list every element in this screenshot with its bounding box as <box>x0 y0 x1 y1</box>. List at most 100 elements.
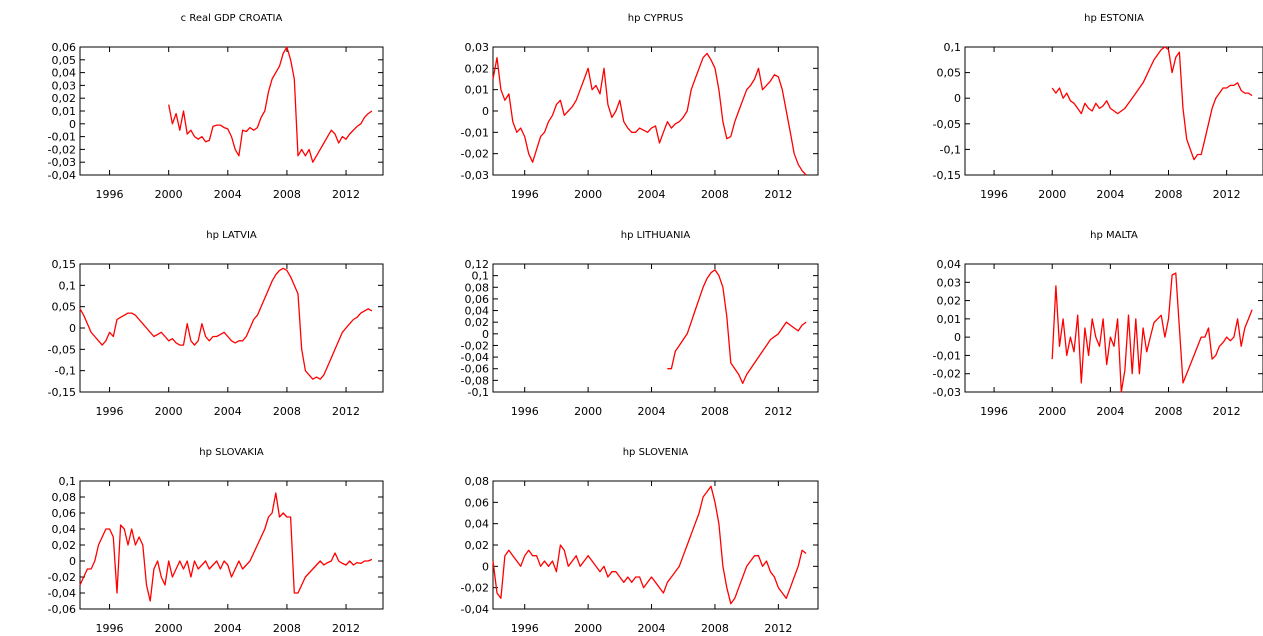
x-tick-label: 2008 <box>1155 188 1183 201</box>
x-tick-label: 2000 <box>574 622 602 635</box>
y-tick-label: 0,05 <box>937 67 962 80</box>
x-tick-label: 2000 <box>155 405 183 418</box>
y-tick-label: 0,03 <box>937 276 962 289</box>
panel-title: hp ESTONIA <box>1084 13 1144 24</box>
x-tick-label: 1996 <box>96 405 124 418</box>
y-tick-label: -0,01 <box>461 126 489 139</box>
y-tick-label: 0,03 <box>465 41 490 54</box>
y-tick-label: 0,15 <box>52 258 77 271</box>
y-tick-label: 0 <box>69 118 76 131</box>
y-tick-label: 0,01 <box>52 105 77 118</box>
series-line <box>1051 46 1253 161</box>
y-tick-label: 0,02 <box>465 539 490 552</box>
y-tick-label: -0,08 <box>461 374 489 387</box>
y-tick-label: 0,1 <box>944 41 962 54</box>
y-tick-label: -0,1 <box>55 365 76 378</box>
x-tick-label: 2012 <box>1213 188 1241 201</box>
x-tick-label: 2008 <box>273 405 301 418</box>
plot-frame <box>492 263 819 393</box>
plot-frame <box>79 263 384 393</box>
y-tick-label: 0,05 <box>52 301 77 314</box>
y-tick-label: 0,1 <box>59 475 77 488</box>
panel-title: hp SLOVENIA <box>623 447 689 458</box>
y-tick-label: 0,02 <box>465 316 490 329</box>
panel-title: hp LITHUANIA <box>621 230 691 241</box>
y-tick-label: -0,01 <box>933 349 961 362</box>
plot-frame <box>964 263 1263 393</box>
y-tick-label: 0,05 <box>52 54 77 67</box>
y-tick-label: 0,06 <box>465 496 490 509</box>
panel-title: hp MALTA <box>1090 230 1138 241</box>
y-tick-label: 0,02 <box>52 539 77 552</box>
y-tick-label: 0,02 <box>52 92 77 105</box>
x-tick-label: 2004 <box>638 188 666 201</box>
x-tick-label: 1996 <box>511 622 539 635</box>
y-tick-label: 0,08 <box>465 281 490 294</box>
x-tick-label: 2004 <box>214 188 242 201</box>
series-line <box>667 269 807 384</box>
x-tick-label: 2004 <box>214 622 242 635</box>
y-tick-label: -0,15 <box>48 386 76 399</box>
chart-panel: c Real GDP CROATIA 0,060,050,040,030,020,… <box>48 13 384 201</box>
x-tick-label: 2004 <box>638 622 666 635</box>
x-tick-label: 2012 <box>1213 405 1241 418</box>
y-tick-label: 0,12 <box>465 258 490 271</box>
y-tick-label: 0,04 <box>937 258 962 271</box>
series-line <box>492 485 807 605</box>
y-tick-label: -0,1 <box>468 386 489 399</box>
x-tick-label: 1996 <box>511 188 539 201</box>
y-tick-label: 0,06 <box>52 507 77 520</box>
y-tick-label: -0,04 <box>48 587 76 600</box>
x-tick-label: 2008 <box>273 188 301 201</box>
y-tick-label: 0 <box>954 92 961 105</box>
y-tick-label: 0,1 <box>472 270 490 283</box>
y-tick-label: 0,06 <box>52 41 77 54</box>
plot-frame <box>492 480 819 610</box>
x-tick-label: 2004 <box>214 405 242 418</box>
plot-frame <box>492 46 819 176</box>
series-line <box>1051 272 1253 393</box>
x-tick-label: 2012 <box>764 405 792 418</box>
y-tick-label: 0,08 <box>52 491 77 504</box>
plot-frame <box>79 46 384 176</box>
x-tick-label: 2000 <box>155 188 183 201</box>
x-tick-label: 2004 <box>1096 405 1124 418</box>
y-tick-label: 0,02 <box>937 295 962 308</box>
plot-frame <box>964 46 1263 176</box>
x-tick-label: 2008 <box>273 622 301 635</box>
x-tick-label: 1996 <box>96 622 124 635</box>
y-tick-label: -0,03 <box>461 169 489 182</box>
y-tick-label: 0 <box>954 331 961 344</box>
panel-title: hp SLOVAKIA <box>199 447 264 458</box>
x-tick-label: 2012 <box>332 188 360 201</box>
series-line <box>79 267 373 380</box>
y-tick-label: 0 <box>69 322 76 335</box>
y-tick-label: 0,02 <box>465 62 490 75</box>
x-tick-label: 2000 <box>155 622 183 635</box>
y-tick-label: 0,01 <box>465 84 490 97</box>
panel-grid: c Real GDP CROATIA0,060,050,040,030,020,… <box>48 13 1263 635</box>
panel-title: c Real GDP CROATIA <box>181 13 283 24</box>
series-line <box>168 46 373 163</box>
y-tick-label: -0,02 <box>461 339 489 352</box>
y-tick-label: 0,06 <box>465 293 490 306</box>
y-tick-label: 0,04 <box>52 67 77 80</box>
y-tick-label: -0,03 <box>933 386 961 399</box>
x-tick-label: 1996 <box>511 405 539 418</box>
y-tick-label: 0,04 <box>52 523 77 536</box>
series-line <box>79 492 373 602</box>
y-tick-label: -0,02 <box>48 571 76 584</box>
y-tick-label: 0,1 <box>59 279 77 292</box>
chart-panel: hp LITHUANIA0,120,10,080,060,040,020-0,0… <box>461 230 819 418</box>
y-tick-label: 0 <box>69 555 76 568</box>
x-tick-label: 2012 <box>764 188 792 201</box>
y-tick-label: -0,05 <box>48 343 76 356</box>
y-tick-label: 0,03 <box>52 79 77 92</box>
panel-title: hp LATVIA <box>206 230 257 241</box>
y-tick-label: -0,01 <box>48 131 76 144</box>
y-tick-label: 0 <box>482 560 489 573</box>
y-tick-label: 0,04 <box>465 305 490 318</box>
x-tick-label: 1996 <box>980 405 1008 418</box>
x-tick-label: 2012 <box>764 622 792 635</box>
